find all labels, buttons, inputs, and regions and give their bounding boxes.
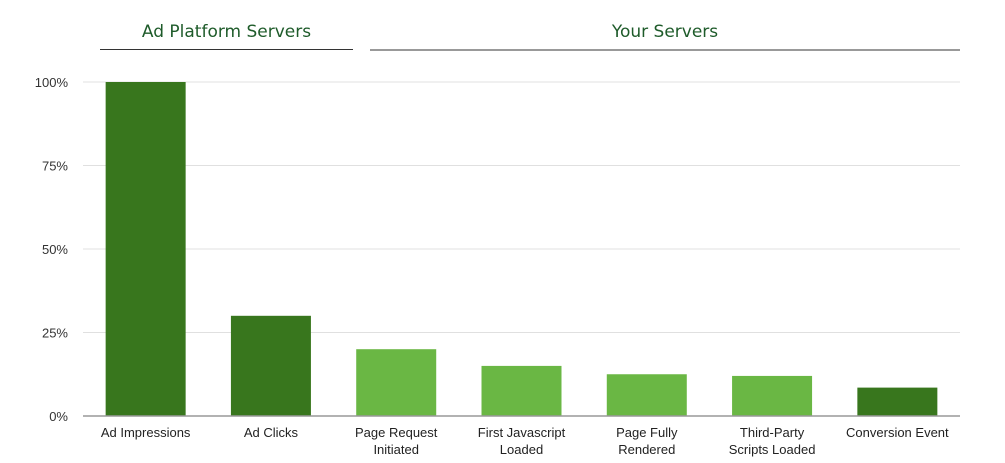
x-tick-label: Initiated: [373, 442, 419, 457]
group-divider-your-servers: [370, 49, 960, 51]
bar: [105, 82, 186, 416]
x-tick-label: Scripts Loaded: [729, 442, 816, 457]
y-tick-label: 50%: [42, 242, 68, 257]
bar: [230, 315, 311, 416]
x-tick-label: Third-Party: [740, 425, 805, 440]
x-tick-label: Page Fully: [616, 425, 678, 440]
x-tick-label: Loaded: [500, 442, 543, 457]
bar: [606, 374, 687, 416]
group-divider-ad-platform: [100, 49, 353, 50]
x-tick-label: Ad Impressions: [101, 425, 191, 440]
y-tick-label: 0%: [49, 409, 68, 424]
group-title-your-servers: Your Servers: [611, 22, 719, 42]
bar: [481, 365, 562, 416]
x-tick-label: Rendered: [618, 442, 675, 457]
bar: [356, 349, 437, 416]
group-title-ad-platform: Ad Platform Servers: [141, 22, 312, 42]
bar: [732, 375, 813, 416]
x-tick-label: Ad Clicks: [244, 425, 299, 440]
y-tick-label: 100%: [35, 75, 69, 90]
x-tick-label: First Javascript: [478, 425, 566, 440]
x-tick-label: Conversion Event: [846, 425, 949, 440]
x-tick-label: Page Request: [355, 425, 438, 440]
y-tick-label: 25%: [42, 326, 68, 341]
y-tick-label: 75%: [42, 159, 68, 174]
bar: [857, 387, 938, 416]
